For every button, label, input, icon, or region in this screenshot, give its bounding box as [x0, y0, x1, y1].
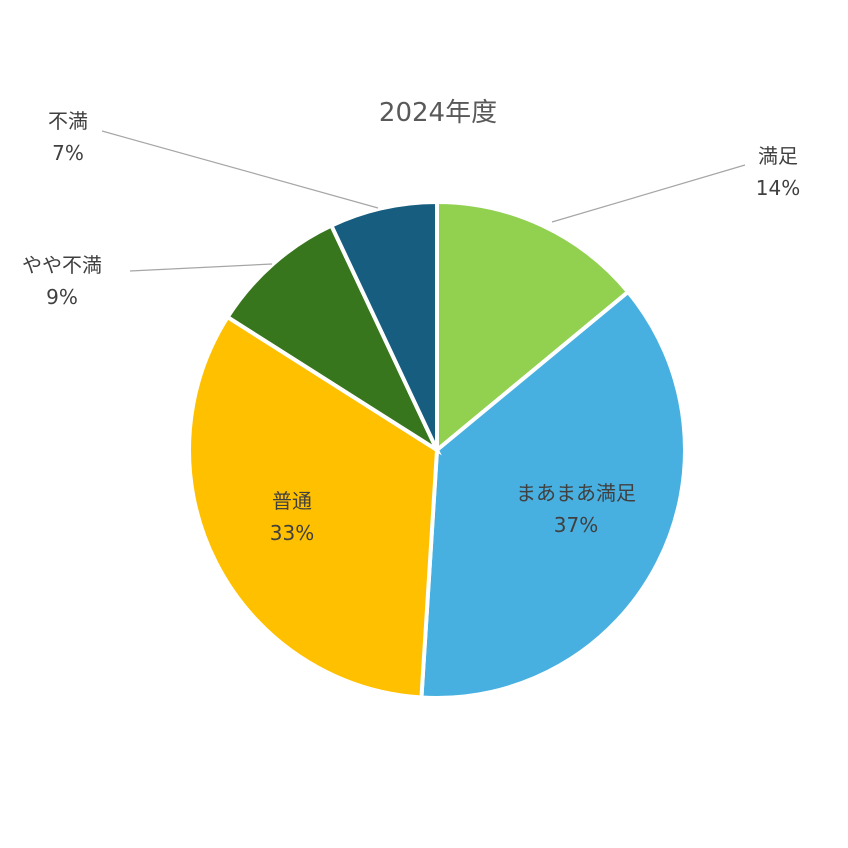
pie-slice-4 — [224, 222, 442, 456]
slice-category-label: 不満 — [48, 109, 88, 133]
pie-slice-5 — [328, 199, 439, 451]
leader-line-1 — [551, 164, 746, 223]
slice-percent-label: 33% — [270, 521, 314, 545]
pie-slice-2 — [419, 289, 687, 700]
slice-percent-label: 7% — [52, 141, 84, 165]
pie-slice-1 — [435, 199, 631, 455]
pie-slices — [187, 199, 687, 700]
slice-category-label: まあまあ満足 — [516, 481, 636, 505]
leader-lines — [101, 130, 746, 272]
slice-percent-label: 14% — [756, 176, 800, 200]
slice-percent-label: 37% — [554, 513, 598, 537]
slice-labels: 満足 14% まあまあ満足 37% 普通 33% やや不満 9% 不満 7% — [22, 109, 800, 545]
slice-category-label: 普通 — [272, 489, 312, 513]
slice-percent-label: 9% — [46, 285, 78, 309]
leader-line-5 — [101, 130, 379, 209]
slice-category-label: やや不満 — [22, 253, 102, 277]
leader-line-4 — [129, 263, 273, 272]
chart-title: 2024年度 — [379, 98, 497, 128]
slice-category-label: 満足 — [758, 144, 798, 168]
